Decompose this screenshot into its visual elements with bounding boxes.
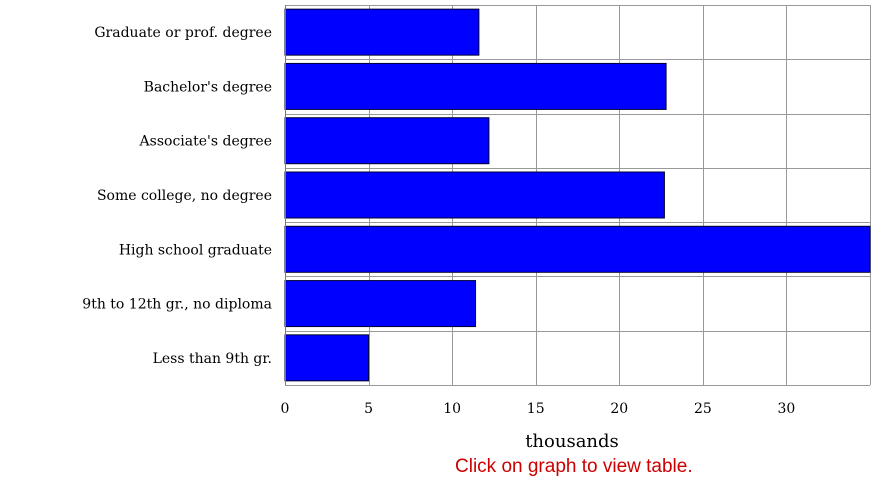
category-label: Less than 9th gr. bbox=[153, 351, 272, 367]
x-tick-label: 25 bbox=[694, 401, 712, 417]
bar[interactable] bbox=[284, 225, 871, 273]
bar[interactable] bbox=[284, 62, 667, 110]
bars[interactable] bbox=[284, 8, 871, 382]
bar[interactable] bbox=[284, 334, 370, 382]
category-label: Associate's degree bbox=[139, 134, 272, 150]
x-tick-label: 15 bbox=[527, 401, 545, 417]
axes bbox=[285, 5, 870, 386]
category-label: Graduate or prof. degree bbox=[94, 25, 272, 41]
category-label: 9th to 12th gr., no diploma bbox=[82, 297, 272, 313]
x-tick-label: 20 bbox=[610, 401, 628, 417]
click-graph-note: Click on graph to view table. bbox=[455, 456, 693, 477]
x-tick-label: 5 bbox=[364, 401, 373, 417]
category-label: Some college, no degree bbox=[97, 188, 272, 204]
category-label: Bachelor's degree bbox=[144, 79, 272, 95]
bar[interactable] bbox=[284, 280, 477, 328]
bar[interactable] bbox=[284, 8, 480, 56]
x-tick-labels: 0 5 10 15 20 25 30 bbox=[281, 401, 796, 417]
x-tick-label: 0 bbox=[281, 401, 290, 417]
category-label: High school graduate bbox=[119, 242, 272, 258]
category-labels: Graduate or prof. degree Bachelor's degre… bbox=[82, 25, 272, 367]
x-axis-title: thousands bbox=[525, 431, 619, 452]
bar[interactable] bbox=[284, 171, 665, 219]
x-tick-label: 10 bbox=[443, 401, 461, 417]
bar[interactable] bbox=[284, 117, 490, 165]
x-tick-label: 30 bbox=[778, 401, 796, 417]
